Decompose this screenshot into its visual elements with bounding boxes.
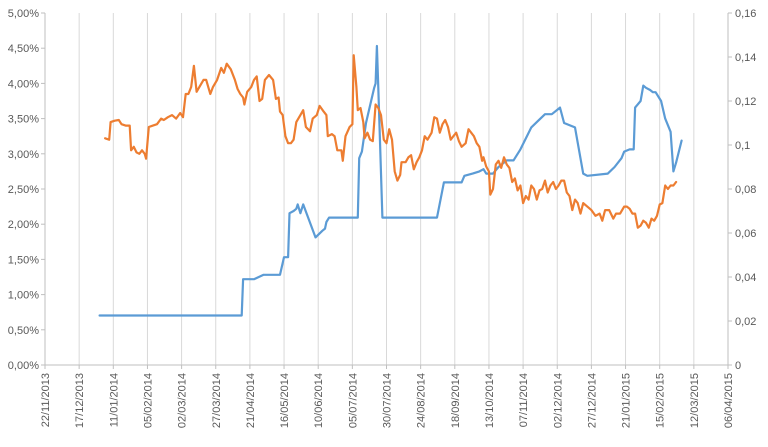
x-tick-label: 02/03/2014 xyxy=(177,373,189,428)
x-tick-label: 27/12/2014 xyxy=(586,373,598,428)
x-tick-label: 13/10/2014 xyxy=(484,373,496,428)
x-axis-tick-labels: 22/11/2013 17/12/2013 11/01/2014 05/02/2014… xyxy=(40,373,735,428)
left-tick-label: 2,50% xyxy=(8,184,39,196)
x-tick-label: 15/02/2015 xyxy=(655,373,667,428)
x-tick-label: 05/02/2014 xyxy=(142,373,154,428)
series-line-right-axis xyxy=(98,44,683,317)
right-tick-label: 0,06 xyxy=(735,228,756,240)
right-tick-label: 0,16 xyxy=(735,8,756,20)
x-tick-label: 30/07/2014 xyxy=(382,373,394,428)
right-tick-label: 0,08 xyxy=(735,184,756,196)
x-tick-label: 06/04/2015 xyxy=(723,373,735,428)
x-tick-label: 11/01/2014 xyxy=(108,373,120,427)
x-tick-label: 21/04/2014 xyxy=(245,373,257,428)
x-tick-label: 16/05/2014 xyxy=(279,373,291,428)
left-tick-label: 1,50% xyxy=(8,254,39,266)
series-lines xyxy=(98,44,683,317)
left-tick-label: 1,00% xyxy=(8,290,39,302)
series-line-left-axis xyxy=(104,54,678,229)
x-tick-label: 27/03/2014 xyxy=(211,373,223,428)
x-tick-label: 10/06/2014 xyxy=(313,373,325,428)
right-tick-label: 0,12 xyxy=(735,96,756,108)
right-tick-label: 0,02 xyxy=(735,316,756,328)
x-tick-label: 02/12/2014 xyxy=(552,373,564,428)
x-tick-label: 22/11/2013 xyxy=(40,373,52,427)
x-tick-label: 21/01/2015 xyxy=(621,373,633,428)
left-tick-label: 0,50% xyxy=(8,325,39,337)
left-tick-label: 0,00% xyxy=(8,360,39,372)
left-tick-label: 4,50% xyxy=(8,43,39,55)
left-tick-label: 5,00% xyxy=(8,8,39,20)
right-tick-label: 0,14 xyxy=(735,52,756,64)
x-tick-label: 07/11/2014 xyxy=(518,373,530,427)
right-axis-tick-labels: 0 0,02 0,04 0,06 0,08 0,1 0,12 0,14 0,16 xyxy=(728,8,756,372)
right-tick-label: 0,1 xyxy=(735,140,750,152)
x-tick-label: 17/12/2013 xyxy=(74,373,86,428)
x-tick-label: 18/09/2014 xyxy=(450,373,462,428)
left-tick-label: 4,00% xyxy=(8,78,39,90)
right-tick-label: 0 xyxy=(735,360,741,372)
left-tick-label: 2,00% xyxy=(8,219,39,231)
x-tick-label: 24/08/2014 xyxy=(416,373,428,428)
left-axis-tick-labels: 0,00% 0,50% 1,00% 1,50% 2,00% 2,50% 3,00% 3,50%… xyxy=(8,8,45,372)
x-tick-label: 05/07/2014 xyxy=(347,373,359,428)
x-tick-label: 12/03/2015 xyxy=(689,373,701,428)
left-tick-label: 3,00% xyxy=(8,149,39,161)
left-tick-label: 3,50% xyxy=(8,114,39,126)
right-tick-label: 0,04 xyxy=(735,272,756,284)
